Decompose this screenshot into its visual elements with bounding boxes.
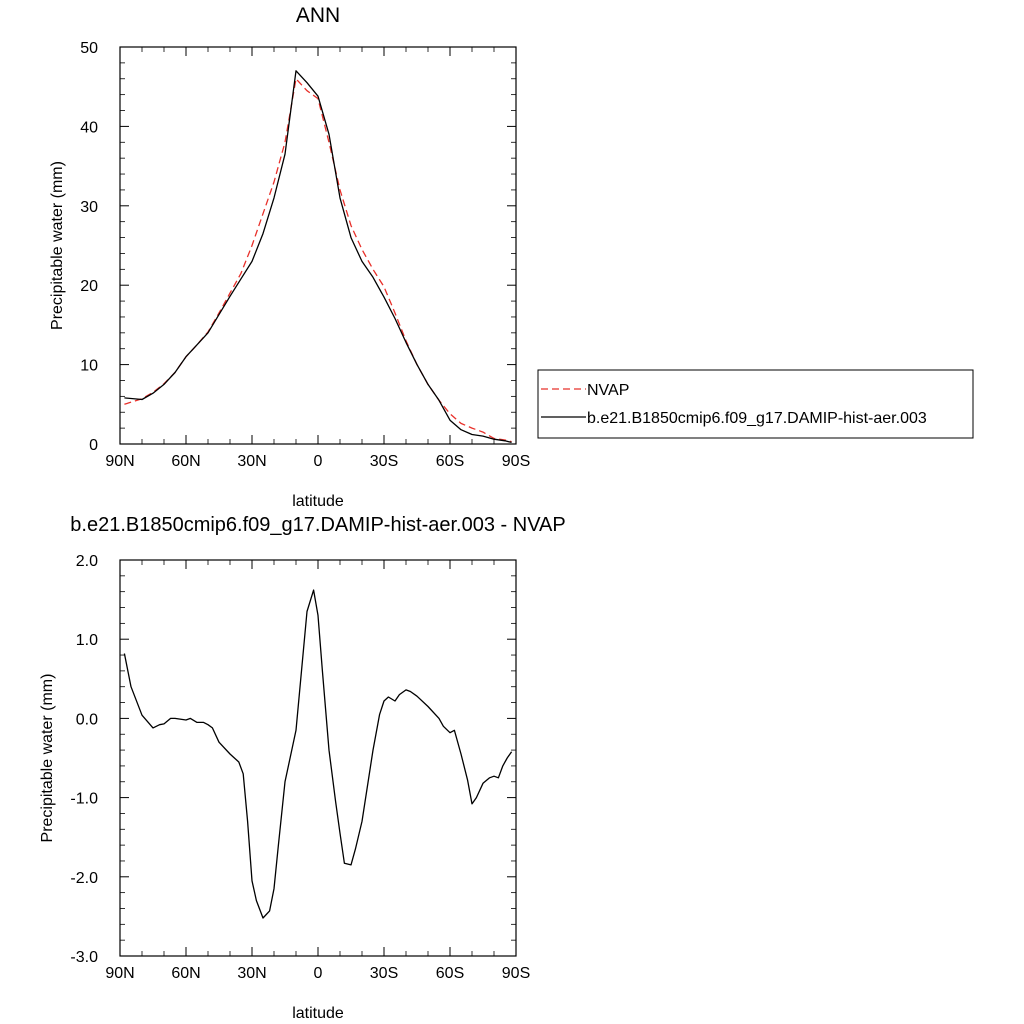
y-tick-label: 2.0 <box>76 553 98 570</box>
legend-label-1: b.e21.B1850cmip6.f09_g17.DAMIP-hist-aer.… <box>587 410 927 427</box>
x-tick-label: 90N <box>105 453 134 470</box>
y-tick-label: -1.0 <box>70 791 98 808</box>
y-tick-label: -3.0 <box>70 949 98 966</box>
x-tick-label: 30S <box>370 453 398 470</box>
plot-frame <box>119 46 517 445</box>
x-tick-label: 30N <box>237 453 266 470</box>
x-tick-label: 90N <box>105 965 134 982</box>
x-tick-label: 60S <box>436 965 464 982</box>
series-line-1 <box>124 70 512 444</box>
x-axis-label: latitude <box>292 1005 344 1022</box>
y-tick-label: 50 <box>80 40 98 57</box>
x-tick-label: 30S <box>370 965 398 982</box>
x-tick-label: 0 <box>314 965 323 982</box>
series-line-0 <box>124 78 512 443</box>
y-tick-label: 1.0 <box>76 632 98 649</box>
legend-label-0: NVAP <box>587 382 629 399</box>
y-tick-label: 0 <box>89 437 98 454</box>
chart-panel-bottom: b.e21.B1850cmip6.f09_g17.DAMIP-hist-aer.… <box>39 514 566 1022</box>
x-tick-label: 60S <box>436 453 464 470</box>
y-tick-label: 10 <box>80 358 98 375</box>
chart-title: b.e21.B1850cmip6.f09_g17.DAMIP-hist-aer.… <box>70 514 565 536</box>
legend: NVAP b.e21.B1850cmip6.f09_g17.DAMIP-hist-… <box>537 369 974 439</box>
y-tick-label: -2.0 <box>70 870 98 887</box>
y-tick-label: 30 <box>80 199 98 216</box>
x-tick-label: 60N <box>171 453 200 470</box>
y-axis-label: Precipitable water (mm) <box>49 161 66 330</box>
series-line-0 <box>123 589 513 919</box>
x-tick-label: 30N <box>237 965 266 982</box>
x-tick-label: 60N <box>171 965 200 982</box>
y-tick-label: 20 <box>80 278 98 295</box>
x-tick-label: 90S <box>502 453 530 470</box>
chart-panel-top: ANN 90N 60N 30N 0 30S 60S 90S 0 10 20 30 40 50 latitud… <box>49 4 974 510</box>
x-tick-label: 0 <box>314 453 323 470</box>
y-tick-label: 40 <box>80 119 98 136</box>
x-tick-label: 90S <box>502 965 530 982</box>
x-axis-label: latitude <box>292 493 344 510</box>
y-tick-label: 0.0 <box>76 711 98 728</box>
y-axis-label: Precipitable water (mm) <box>39 674 56 843</box>
legend-box <box>537 369 974 439</box>
chart-title: ANN <box>296 4 340 27</box>
